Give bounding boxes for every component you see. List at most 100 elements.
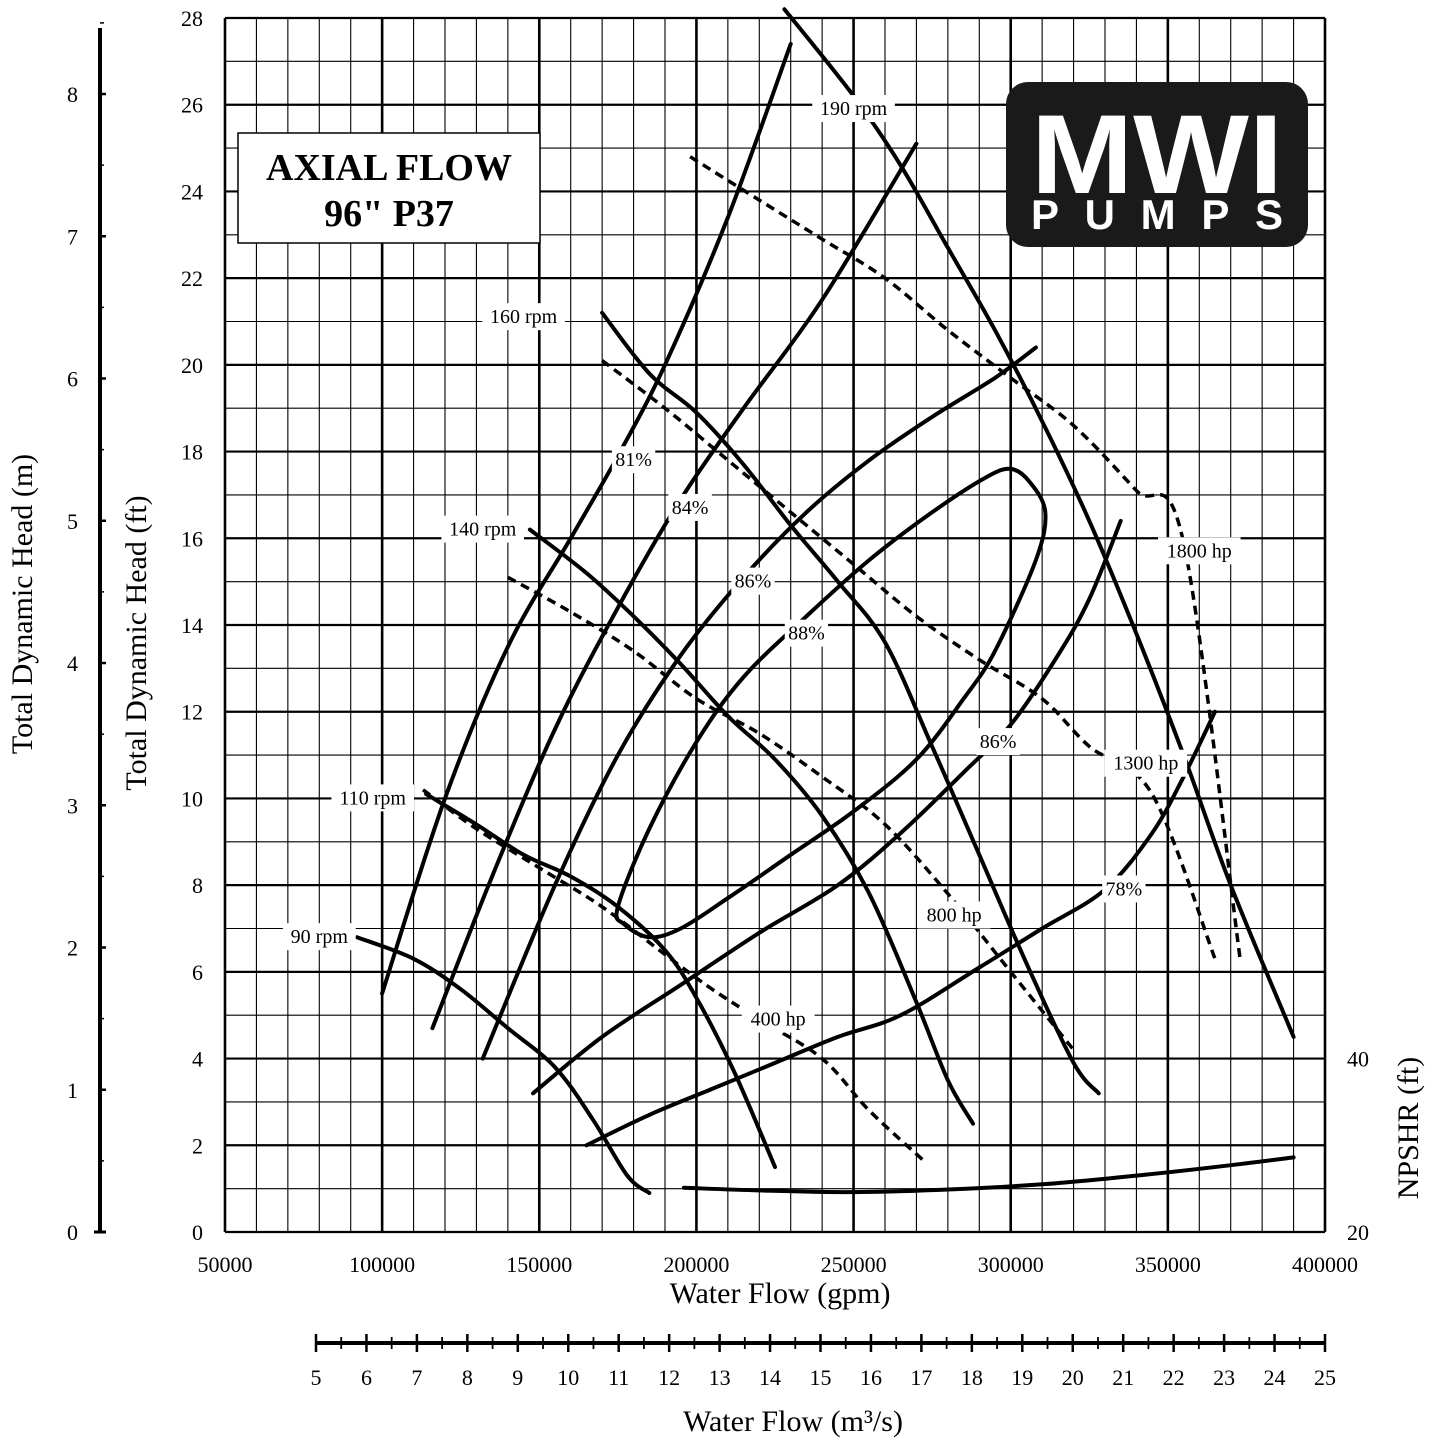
chart-subtitle: 96" P37 bbox=[324, 193, 454, 235]
x2-tick-label: 25 bbox=[1314, 1365, 1336, 1390]
x-tick-label: 400000 bbox=[1292, 1252, 1358, 1277]
efficiency-curve-label-bg bbox=[1102, 875, 1146, 903]
power-curve-label-bg bbox=[917, 901, 991, 929]
y-tick-label: 24 bbox=[181, 179, 203, 204]
y-m-tick-label: 6 bbox=[67, 367, 78, 392]
efficiency-curve bbox=[614, 466, 1048, 940]
x-tick-label: 350000 bbox=[1135, 1252, 1201, 1277]
npshr-tick-label: 20 bbox=[1347, 1220, 1369, 1245]
speed-curve-label-text: 140 rpm bbox=[449, 519, 517, 541]
y-m-tick-label: 2 bbox=[67, 936, 78, 961]
speed-curve-label: 110 rpm bbox=[331, 784, 415, 812]
x-tick-label: 200000 bbox=[663, 1252, 729, 1277]
y-tick-label: 20 bbox=[181, 353, 203, 378]
efficiency-curve-label-bg bbox=[731, 567, 775, 595]
x2-tick-label: 6 bbox=[361, 1365, 372, 1390]
x-tick-label: 250000 bbox=[821, 1252, 887, 1277]
efficiency-curve-label: 86% bbox=[976, 728, 1020, 756]
y-m-tick-label: 4 bbox=[67, 651, 78, 676]
y-tick-label: 12 bbox=[181, 700, 203, 725]
efficiency-curve-label: 86% bbox=[731, 567, 775, 595]
speed-curve-label-bg bbox=[282, 923, 356, 951]
speed-curve-label-text: 110 rpm bbox=[339, 787, 406, 809]
y-m-tick-label: 7 bbox=[67, 224, 78, 249]
speed-curve bbox=[782, 7, 1296, 1039]
y-axis-label-m: Total Dynamic Head (m) bbox=[6, 454, 39, 754]
power-curve bbox=[421, 788, 928, 1164]
y-m-tick-label: 0 bbox=[67, 1220, 78, 1245]
x2-tick-label: 18 bbox=[961, 1365, 983, 1390]
speed-curve-label-text: 160 rpm bbox=[490, 306, 558, 328]
speed-curve-label: 140 rpm bbox=[441, 515, 525, 543]
x2-tick-label: 12 bbox=[658, 1365, 680, 1390]
speed-curve-label: 160 rpm bbox=[482, 303, 565, 331]
speed-curve-label: 190 rpm bbox=[812, 95, 895, 123]
power-curve-label-text: 1800 hp bbox=[1167, 540, 1232, 562]
x-axis-label: Water Flow (gpm) bbox=[670, 1277, 891, 1310]
efficiency-curve-label-bg bbox=[668, 493, 712, 521]
y-m-tick-label: 1 bbox=[67, 1078, 78, 1103]
x2-tick-label: 23 bbox=[1213, 1365, 1235, 1390]
power-curve-label: 1800 hp bbox=[1157, 537, 1241, 565]
power-curve bbox=[689, 155, 1242, 960]
x-tick-label: 100000 bbox=[349, 1252, 415, 1277]
power-curve bbox=[507, 575, 1075, 1051]
speed-curve bbox=[600, 310, 1101, 1096]
x2-tick-label: 16 bbox=[860, 1365, 882, 1390]
efficiency-curve-label-bg bbox=[611, 446, 656, 474]
npshr-axis-label: NPSHR (ft) bbox=[1392, 1057, 1425, 1200]
x2-tick-label: 20 bbox=[1062, 1365, 1084, 1390]
y-tick-label: 2 bbox=[192, 1133, 203, 1158]
speed-curve-label-text: 90 rpm bbox=[291, 926, 349, 948]
mwi-pumps-logo: MWI PUMPS bbox=[1006, 82, 1308, 247]
x2-tick-label: 19 bbox=[1011, 1365, 1033, 1390]
speed-curve bbox=[527, 527, 975, 1126]
y-m-tick-label: 5 bbox=[67, 509, 78, 534]
x2-tick-label: 14 bbox=[759, 1365, 781, 1390]
efficiency-curve-label: 88% bbox=[784, 619, 829, 647]
y-tick-label: 18 bbox=[181, 440, 203, 465]
x2-tick-label: 13 bbox=[709, 1365, 731, 1390]
y-tick-label: 8 bbox=[192, 873, 203, 898]
npshr-tick-label: 40 bbox=[1347, 1047, 1369, 1072]
speed-curve-label-bg bbox=[331, 784, 415, 812]
power-curve-label: 400 hp bbox=[741, 1005, 815, 1033]
speed-curve-label: 90 rpm bbox=[282, 923, 356, 951]
x2-tick-label: 22 bbox=[1163, 1365, 1185, 1390]
efficiency-curve-label-text: 86% bbox=[980, 731, 1017, 753]
x2-tick-label: 17 bbox=[910, 1365, 932, 1390]
efficiency-curve-label-bg bbox=[976, 728, 1020, 756]
y-axis-label-ft: Total Dynamic Head (ft) bbox=[120, 495, 153, 790]
efficiency-curve bbox=[430, 141, 919, 1031]
speed-curve bbox=[424, 792, 777, 1169]
x-tick-label: 300000 bbox=[978, 1252, 1044, 1277]
x2-tick-label: 21 bbox=[1112, 1365, 1134, 1390]
x2-axis-label: Water Flow (m³/s) bbox=[683, 1405, 903, 1438]
efficiency-curve bbox=[584, 709, 1217, 1148]
efficiency-curve-label-text: 88% bbox=[788, 623, 825, 645]
efficiency-curve-label-text: 78% bbox=[1106, 878, 1143, 900]
speed-curve-label-bg bbox=[812, 95, 895, 123]
y-tick-label: 22 bbox=[181, 266, 203, 291]
y-tick-label: 0 bbox=[192, 1220, 203, 1245]
chart-title: AXIAL FLOW bbox=[266, 147, 512, 189]
speed-curve-label-bg bbox=[441, 515, 525, 543]
y-m-tick-label: 3 bbox=[67, 793, 78, 818]
x2-tick-label: 15 bbox=[810, 1365, 832, 1390]
y-tick-label: 4 bbox=[192, 1047, 203, 1072]
x-tick-label: 150000 bbox=[506, 1252, 572, 1277]
speed-curve-label-bg bbox=[482, 303, 565, 331]
power-curve-label-text: 800 hp bbox=[927, 904, 982, 926]
power-curve-label-text: 400 hp bbox=[751, 1009, 806, 1031]
x2-tick-label: 7 bbox=[411, 1365, 422, 1390]
efficiency-curve bbox=[380, 42, 793, 996]
speed-curve bbox=[355, 935, 652, 1195]
x2-tick-label: 10 bbox=[557, 1365, 579, 1390]
efficiency-curve-label-text: 86% bbox=[735, 571, 772, 593]
power-curve-label-text: 1300 hp bbox=[1113, 753, 1178, 775]
speed-curve-label-text: 190 rpm bbox=[820, 98, 888, 120]
efficiency-curve-label-bg bbox=[784, 619, 829, 647]
efficiency-curve bbox=[531, 518, 1123, 1096]
efficiency-curve-label: 81% bbox=[611, 446, 656, 474]
curve-labels: 190 rpm 160 rpm 140 rpm 110 rpm 90 rpm 1800 h… bbox=[282, 95, 1241, 1033]
